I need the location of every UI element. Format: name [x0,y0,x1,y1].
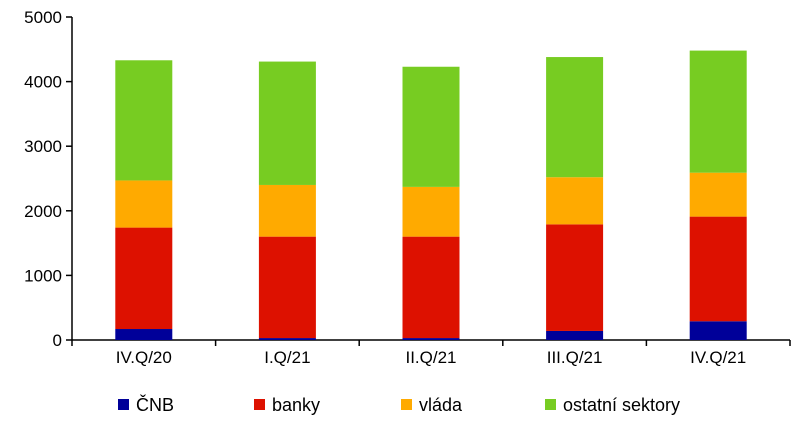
y-tick-label: 4000 [24,73,62,92]
y-tick-label: 5000 [24,8,62,27]
legend-label: banky [272,395,320,415]
bar-segment-1 [258,338,316,340]
bar-segment-3 [689,172,747,217]
bars [115,50,747,340]
bar-segment-4 [546,57,604,178]
bar-segment-3 [115,180,173,228]
bar-segment-4 [258,61,316,185]
bar-segment-2 [689,216,747,322]
x-tick-label: IV.Q/20 [116,348,172,367]
legend-swatch [254,399,265,410]
x-tick-label: IV.Q/21 [690,348,746,367]
legend-label: ČNB [136,394,174,415]
legend-swatch [545,399,556,410]
bar-segment-4 [115,60,173,181]
bar-segment-3 [258,184,316,237]
bar-segment-2 [115,227,173,330]
bar-segment-4 [402,66,460,187]
y-tick-label: 3000 [24,137,62,156]
bar-segment-1 [546,330,604,340]
bar-segment-4 [689,50,747,173]
bar-segment-3 [402,186,460,237]
bar-segment-3 [546,177,604,225]
legend: ČNB banky vláda ostatní sektory [118,394,680,415]
bar-segment-2 [546,224,604,331]
x-tick-label: II.Q/21 [405,348,456,367]
y-tick-label: 0 [53,331,62,350]
legend-label: ostatní sektory [563,395,680,415]
legend-label: vláda [419,395,463,415]
bar-segment-2 [258,236,316,339]
bar-segment-2 [402,236,460,339]
legend-swatch [118,399,129,410]
legend-swatch [401,399,412,410]
y-tick-label: 2000 [24,202,62,221]
bar-segment-1 [115,329,173,340]
y-tick-label: 1000 [24,266,62,285]
x-tick-label: III.Q/21 [547,348,603,367]
bar-segment-1 [689,321,747,340]
x-tick-label: I.Q/21 [264,348,310,367]
axes: 0 1000 2000 3000 4000 5000 IV.Q/20 I.Q/21 II.Q/2… [24,8,791,367]
bar-segment-1 [402,338,460,340]
